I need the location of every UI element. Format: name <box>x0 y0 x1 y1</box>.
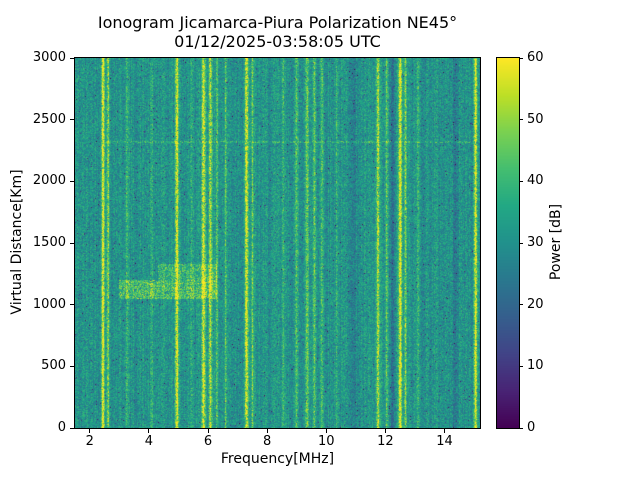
y-tick-label: 1000 <box>32 296 66 312</box>
x-tick-mark <box>325 429 327 433</box>
heatmap-canvas <box>75 58 480 428</box>
colorbar-tick-mark <box>519 242 523 244</box>
y-tick-mark <box>70 119 74 121</box>
x-tick-mark <box>207 429 209 433</box>
y-tick-mark <box>70 365 74 367</box>
y-tick-label: 2500 <box>32 111 66 127</box>
chart-subtitle: 01/12/2025-03:58:05 UTC <box>174 32 381 51</box>
x-tick-label: 14 <box>436 434 453 449</box>
y-axis-label: Virtual Distance[Km] <box>9 169 25 315</box>
colorbar-tick-label: 0 <box>527 420 536 435</box>
x-tick-mark <box>89 429 91 433</box>
x-tick-label: 4 <box>144 434 154 449</box>
colorbar-tick-mark <box>519 365 523 367</box>
y-tick-label: 500 <box>41 358 66 374</box>
colorbar-tick-mark <box>519 57 523 59</box>
chart-title-block: Ionogram Jicamarca-Piura Polarization NE… <box>74 13 481 51</box>
x-tick-mark <box>148 429 150 433</box>
y-tick-mark <box>70 180 74 182</box>
x-tick-label: 12 <box>377 434 394 449</box>
x-tick-label: 10 <box>317 434 335 449</box>
colorbar <box>496 57 520 429</box>
plot-area <box>74 57 481 429</box>
x-tick-label: 6 <box>203 434 213 449</box>
y-tick-label: 0 <box>57 420 66 435</box>
colorbar-tick-label: 40 <box>527 173 544 189</box>
x-axis-label: Frequency[MHz] <box>220 451 335 467</box>
y-tick-label: 1500 <box>32 235 66 250</box>
x-tick-mark <box>444 429 446 433</box>
colorbar-canvas <box>497 58 519 428</box>
y-tick-label: 3000 <box>32 50 66 65</box>
x-tick-label: 2 <box>85 434 94 449</box>
x-tick-mark <box>266 429 268 433</box>
colorbar-tick-label: 60 <box>527 50 544 65</box>
x-tick-label: 8 <box>263 434 272 449</box>
colorbar-tick-label: 10 <box>527 358 544 374</box>
chart-title: Ionogram Jicamarca-Piura Polarization NE… <box>97 13 458 32</box>
y-tick-mark <box>70 242 74 244</box>
colorbar-tick-label: 30 <box>527 235 544 250</box>
y-tick-label: 2000 <box>32 173 66 189</box>
colorbar-tick-mark <box>519 304 523 306</box>
colorbar-label: Power [dB] <box>548 203 564 281</box>
x-tick-mark <box>384 429 386 433</box>
colorbar-tick-mark <box>519 427 523 429</box>
colorbar-tick-label: 20 <box>527 296 544 312</box>
colorbar-tick-mark <box>519 180 523 182</box>
y-tick-mark <box>70 304 74 306</box>
colorbar-tick-label: 50 <box>527 111 544 127</box>
y-tick-mark <box>70 427 74 429</box>
y-tick-mark <box>70 57 74 59</box>
colorbar-tick-mark <box>519 119 523 121</box>
